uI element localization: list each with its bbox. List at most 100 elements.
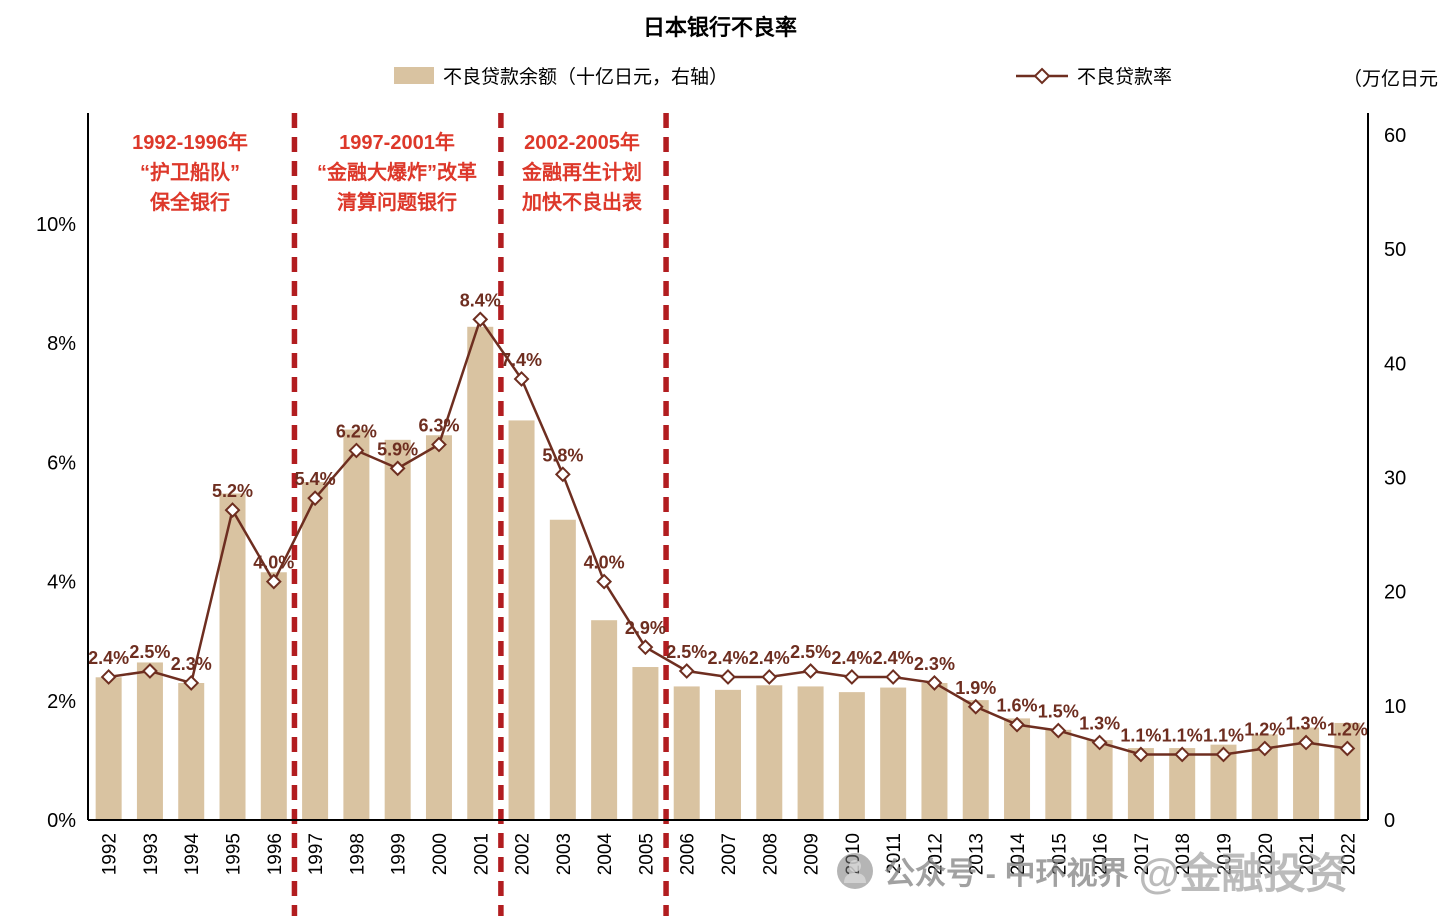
npl-rate-label: 2.9% <box>625 618 666 638</box>
npl-rate-marker <box>843 669 860 685</box>
left-axis-tick-label: 8% <box>47 333 76 355</box>
annotation-line: 2002-2005年 <box>524 132 640 154</box>
npl-balance-bar <box>343 429 370 820</box>
npl-rate-marker <box>348 442 365 459</box>
npl-rate-marker <box>761 669 778 685</box>
npl-rate-marker <box>720 669 736 685</box>
x-axis-label: 1997 <box>306 833 327 875</box>
x-axis-label: 1994 <box>182 833 203 876</box>
legend-bar-series: 不良贷款余额（十亿日元，右轴） <box>394 62 728 89</box>
npl-rate-label: 1.2% <box>1244 719 1285 739</box>
x-axis-label: 2019 <box>1214 833 1235 875</box>
npl-rate-label: 5.2% <box>212 481 253 501</box>
npl-rate-marker <box>389 460 406 477</box>
npl-balance-bar <box>756 685 783 820</box>
x-axis-label: 2017 <box>1132 833 1153 875</box>
npl-balance-bar <box>673 686 700 820</box>
right-axis-tick-label: 60 <box>1384 125 1406 147</box>
wechat-public-account-icon <box>837 852 873 889</box>
right-axis-tick-label: 20 <box>1384 582 1406 604</box>
annotation-line: “护卫船队” <box>140 162 240 184</box>
x-axis-label: 2008 <box>760 833 781 875</box>
x-axis-label: 2000 <box>430 833 451 875</box>
npl-rate-label: 2.5% <box>790 642 831 662</box>
right-axis-tick-label: 30 <box>1384 468 1406 490</box>
npl-balance-bar <box>797 686 824 820</box>
right-axis-tick-label: 10 <box>1384 696 1406 718</box>
x-axis-label: 2012 <box>925 833 946 875</box>
x-axis-label: 2002 <box>513 833 534 875</box>
left-axis-tick-label: 0% <box>47 810 76 832</box>
annotation-line: 1992-1996年 <box>132 132 248 154</box>
x-axis-label: 2022 <box>1338 833 1359 875</box>
npl-rate-marker <box>637 639 654 656</box>
annotation-period-3: 2002-2005年 金融再生计划 加快不良出表 <box>467 128 697 218</box>
npl-balance-bar <box>880 687 907 820</box>
npl-rate-label: 1.3% <box>1286 714 1327 734</box>
npl-rate-label: 2.4% <box>831 648 872 668</box>
npl-rate-label: 1.3% <box>1079 714 1120 734</box>
annotation-line: 保全银行 <box>150 192 230 214</box>
x-axis-label: 2015 <box>1049 833 1070 875</box>
npl-rate-label: 5.4% <box>295 469 336 489</box>
x-axis-label: 2014 <box>1008 833 1029 876</box>
left-axis-tick-label: 6% <box>47 452 76 474</box>
left-axis-tick-label: 4% <box>47 572 76 594</box>
npl-rate-label: 1.5% <box>1038 702 1079 722</box>
npl-rate-label: 2.4% <box>88 648 129 668</box>
npl-rate-marker <box>554 466 571 483</box>
npl-balance-bar <box>591 620 618 820</box>
npl-rate-marker <box>1009 716 1025 733</box>
x-axis-label: 2005 <box>636 833 657 875</box>
x-axis-label: 2007 <box>719 833 740 875</box>
npl-rate-marker <box>1091 734 1108 751</box>
npl-rate-marker <box>224 502 241 518</box>
annotation-line: 1997-2001年 <box>339 132 455 154</box>
bar-legend-label: 不良贷款余额（十亿日元，右轴） <box>443 67 729 88</box>
npl-balance-bar <box>425 435 452 820</box>
legend-line-series: 不良贷款率 <box>1016 62 1172 89</box>
npl-rate-marker <box>1050 722 1067 739</box>
npl-balance-bar <box>962 700 989 820</box>
npl-rate-label: 4.0% <box>584 553 625 573</box>
npl-rate-label: 2.4% <box>873 648 914 668</box>
npl-rate-marker <box>431 436 447 453</box>
right-axis-tick-label: 50 <box>1384 239 1406 261</box>
annotation-period-2: 1997-2001年 “金融大爆炸”改革 清算问题银行 <box>282 128 512 218</box>
annotation-line: “金融大爆炸”改革 <box>317 162 477 184</box>
npl-balance-bar <box>302 482 329 820</box>
x-axis-label: 1996 <box>265 833 286 875</box>
npl-balance-bar <box>219 493 246 820</box>
line-legend-diamond <box>1033 67 1051 84</box>
npl-balance-bar <box>178 683 205 820</box>
npl-rate-marker <box>307 490 324 507</box>
npl-balance-bar <box>136 662 163 820</box>
npl-rate-label: 1.1% <box>1120 725 1161 745</box>
npl-rate-label: 6.2% <box>336 421 377 441</box>
npl-balance-bar <box>1086 740 1113 820</box>
bar-legend-swatch <box>394 67 434 84</box>
npl-rate-marker <box>885 669 902 685</box>
x-axis-label: 2001 <box>471 833 492 875</box>
npl-rate-marker <box>1298 734 1314 751</box>
npl-rate-label: 5.9% <box>377 439 418 459</box>
x-axis-label: 2016 <box>1091 833 1112 875</box>
npl-rate-label: 2.4% <box>707 648 748 668</box>
npl-rate-label: 1.2% <box>1327 719 1368 739</box>
npl-rate-label: 6.3% <box>418 416 459 436</box>
npl-rate-marker <box>183 675 200 691</box>
x-axis-label: 1993 <box>141 833 162 875</box>
annotation-line: 清算问题银行 <box>337 192 457 214</box>
x-axis-label: 2021 <box>1297 833 1318 875</box>
npl-rate-label: 1.1% <box>1162 725 1203 745</box>
x-axis-label: 2006 <box>678 833 699 875</box>
npl-balance-bar <box>1334 722 1361 820</box>
npl-balance-bar <box>260 572 287 820</box>
npl-rate-label: 1.9% <box>955 678 996 698</box>
npl-balance-bar <box>921 683 948 820</box>
npl-balance-bar <box>467 326 494 820</box>
npl-rate-label: 2.5% <box>129 642 170 662</box>
npl-rate-marker <box>513 371 530 387</box>
left-axis-tick-label: 2% <box>47 691 76 713</box>
